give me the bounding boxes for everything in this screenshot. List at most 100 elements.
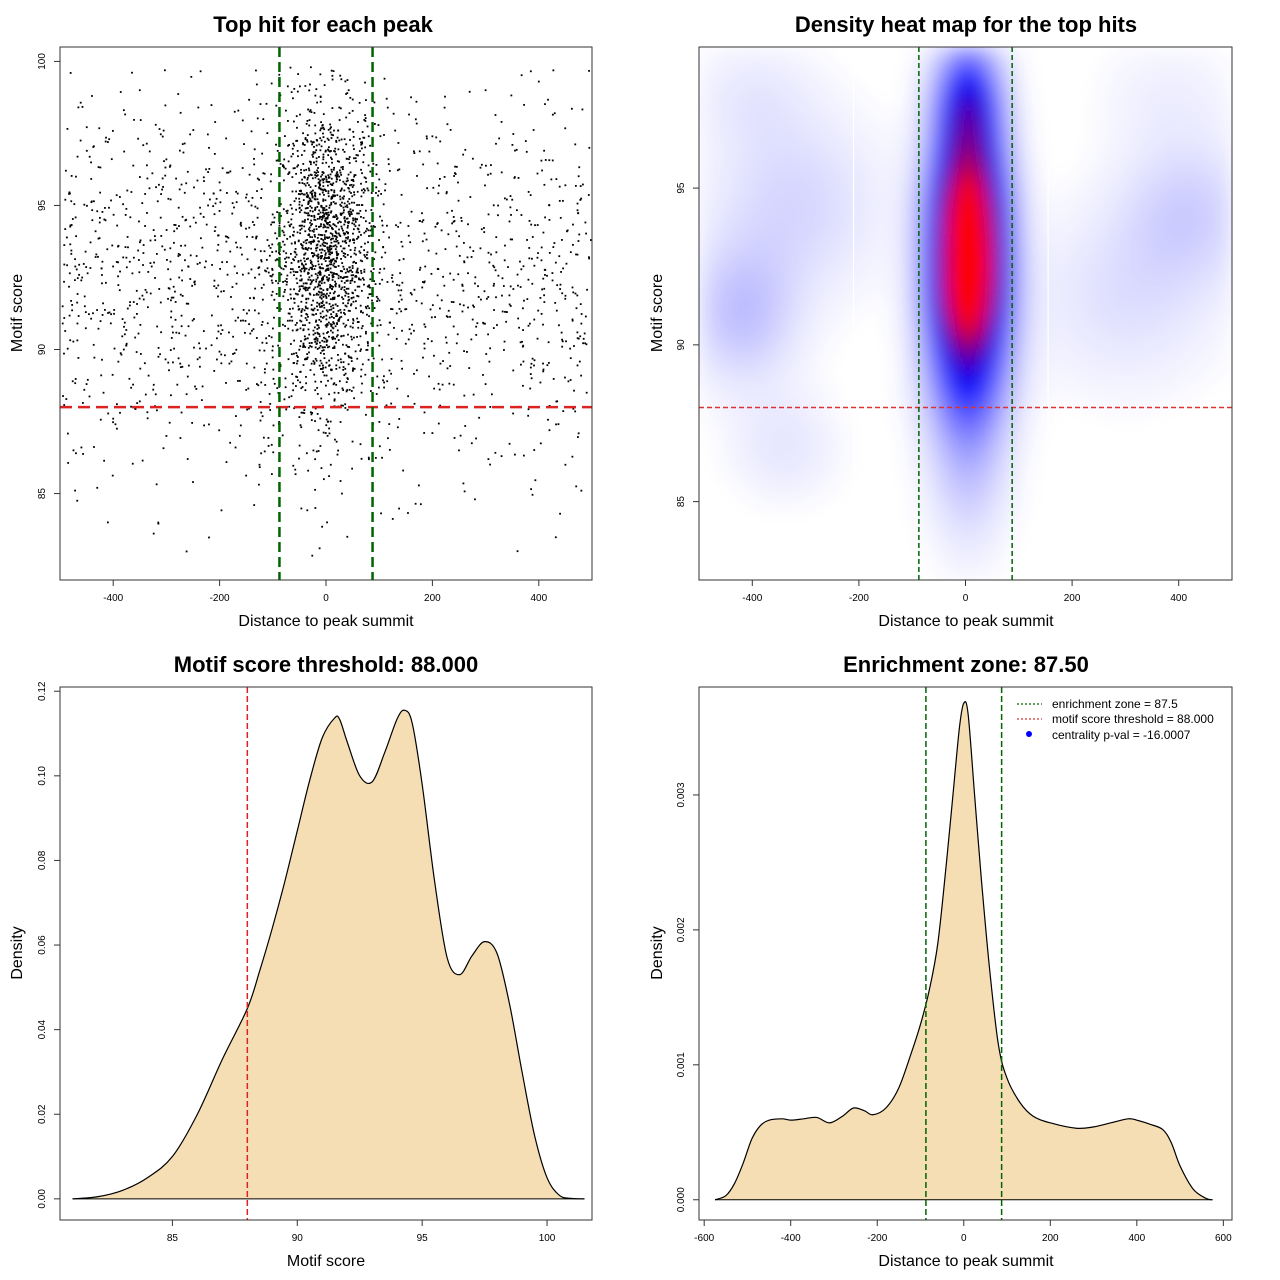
scatter-point xyxy=(305,195,308,198)
heatmap-cell xyxy=(805,455,816,466)
scatter-point xyxy=(148,150,151,153)
scatter-point xyxy=(338,179,341,182)
scatter-point xyxy=(351,195,354,198)
scatter-point xyxy=(276,237,278,240)
scatter-point xyxy=(322,364,324,367)
scatter-point xyxy=(341,286,344,289)
scatter-point xyxy=(123,325,125,328)
scatter-point xyxy=(361,277,364,280)
scatter-point xyxy=(292,382,295,385)
scatter-point xyxy=(286,274,289,277)
scatter-point xyxy=(117,245,119,248)
scatter-point xyxy=(457,273,460,276)
scatter-point xyxy=(83,203,86,206)
heatmap-cell xyxy=(850,295,860,306)
heatmap-cell xyxy=(921,224,931,235)
scatter-point xyxy=(470,338,473,341)
scatter-point xyxy=(332,134,334,137)
heatmap-cell xyxy=(947,384,958,395)
heatmap-cell xyxy=(956,171,967,181)
scatter-point xyxy=(210,104,213,107)
scatter-point xyxy=(215,337,218,340)
heatmap-cell xyxy=(770,251,780,261)
heatmap-cell xyxy=(912,47,922,57)
scatter-point xyxy=(197,106,200,109)
heatmap-cell xyxy=(992,153,1002,164)
scatter-point xyxy=(126,236,129,238)
heatmap-cell xyxy=(929,206,940,217)
heatmap-cell xyxy=(796,162,807,172)
heatmap-cell xyxy=(787,411,798,421)
scatter-point xyxy=(366,285,369,288)
heatmap-cell xyxy=(1009,322,1020,332)
heatmap-cell xyxy=(823,295,833,306)
scatter-point xyxy=(344,256,347,259)
scatter-point xyxy=(423,411,426,414)
scatter-point xyxy=(321,243,324,246)
heatmap-cell xyxy=(787,242,798,252)
scatter-point xyxy=(260,259,263,262)
scatter-point xyxy=(225,461,228,463)
heatmap-cell xyxy=(1009,473,1020,483)
heatmap-cell xyxy=(832,135,842,146)
heatmap-cell xyxy=(725,304,736,315)
heatmap-cell xyxy=(956,198,967,208)
heatmap-cell xyxy=(992,491,1002,501)
heatmap-cell xyxy=(770,260,780,270)
scatter-point xyxy=(577,175,580,178)
scatter-point xyxy=(314,389,317,392)
scatter-point xyxy=(588,256,590,259)
scatter-point xyxy=(494,269,497,272)
heatmap-cell xyxy=(929,420,940,430)
scatter-point xyxy=(169,198,172,201)
scatter-point xyxy=(415,369,418,372)
scatter-point xyxy=(335,440,338,443)
scatter-point xyxy=(487,173,489,176)
scatter-point xyxy=(360,168,362,171)
scatter-point xyxy=(191,319,194,322)
heatmap-cell xyxy=(743,393,753,403)
scatter-point xyxy=(218,350,221,353)
heatmap-cell xyxy=(823,100,833,110)
heatmap-cell xyxy=(956,322,967,332)
heatmap-cell xyxy=(725,100,736,110)
heatmap-cell xyxy=(752,455,762,466)
heatmap-cell xyxy=(1001,500,1011,510)
scatter-point xyxy=(283,243,286,246)
heatmap-cell xyxy=(725,215,736,226)
scatter-point xyxy=(528,257,531,260)
scatter-point xyxy=(369,229,372,232)
scatter-point xyxy=(423,232,426,235)
scatter-point xyxy=(413,329,415,332)
heatmap-cell xyxy=(947,340,958,350)
scatter-point xyxy=(307,287,310,290)
heatmap-cell xyxy=(743,491,753,501)
scatter-point xyxy=(330,210,333,213)
heatmap-cell xyxy=(947,491,958,501)
scatter-point xyxy=(90,317,93,320)
heatmap-cell xyxy=(707,260,718,270)
scatter-point xyxy=(436,294,439,297)
scatter-point xyxy=(256,177,259,180)
heatmap-cell xyxy=(805,55,816,66)
scatter-point xyxy=(302,132,304,135)
heatmap-cell xyxy=(716,411,727,421)
scatter-point xyxy=(479,166,482,169)
scatter-point xyxy=(335,236,338,239)
heatmap-cell xyxy=(761,455,771,466)
scatter-point xyxy=(303,269,306,271)
heatmap-cell xyxy=(867,144,878,155)
scatter-point xyxy=(231,212,234,215)
scatter-point xyxy=(387,333,390,336)
heatmap-cell xyxy=(947,393,958,403)
scatter-point xyxy=(547,98,549,101)
heatmap-cell xyxy=(761,162,771,172)
scatter-point xyxy=(450,301,453,303)
scatter-point xyxy=(110,158,113,161)
scatter-point xyxy=(364,146,367,149)
heatmap-cell xyxy=(1001,118,1011,128)
scatter-point xyxy=(555,309,558,312)
scatter-point xyxy=(331,259,334,262)
heatmap-cell xyxy=(992,340,1002,350)
scatter-point xyxy=(248,323,250,326)
